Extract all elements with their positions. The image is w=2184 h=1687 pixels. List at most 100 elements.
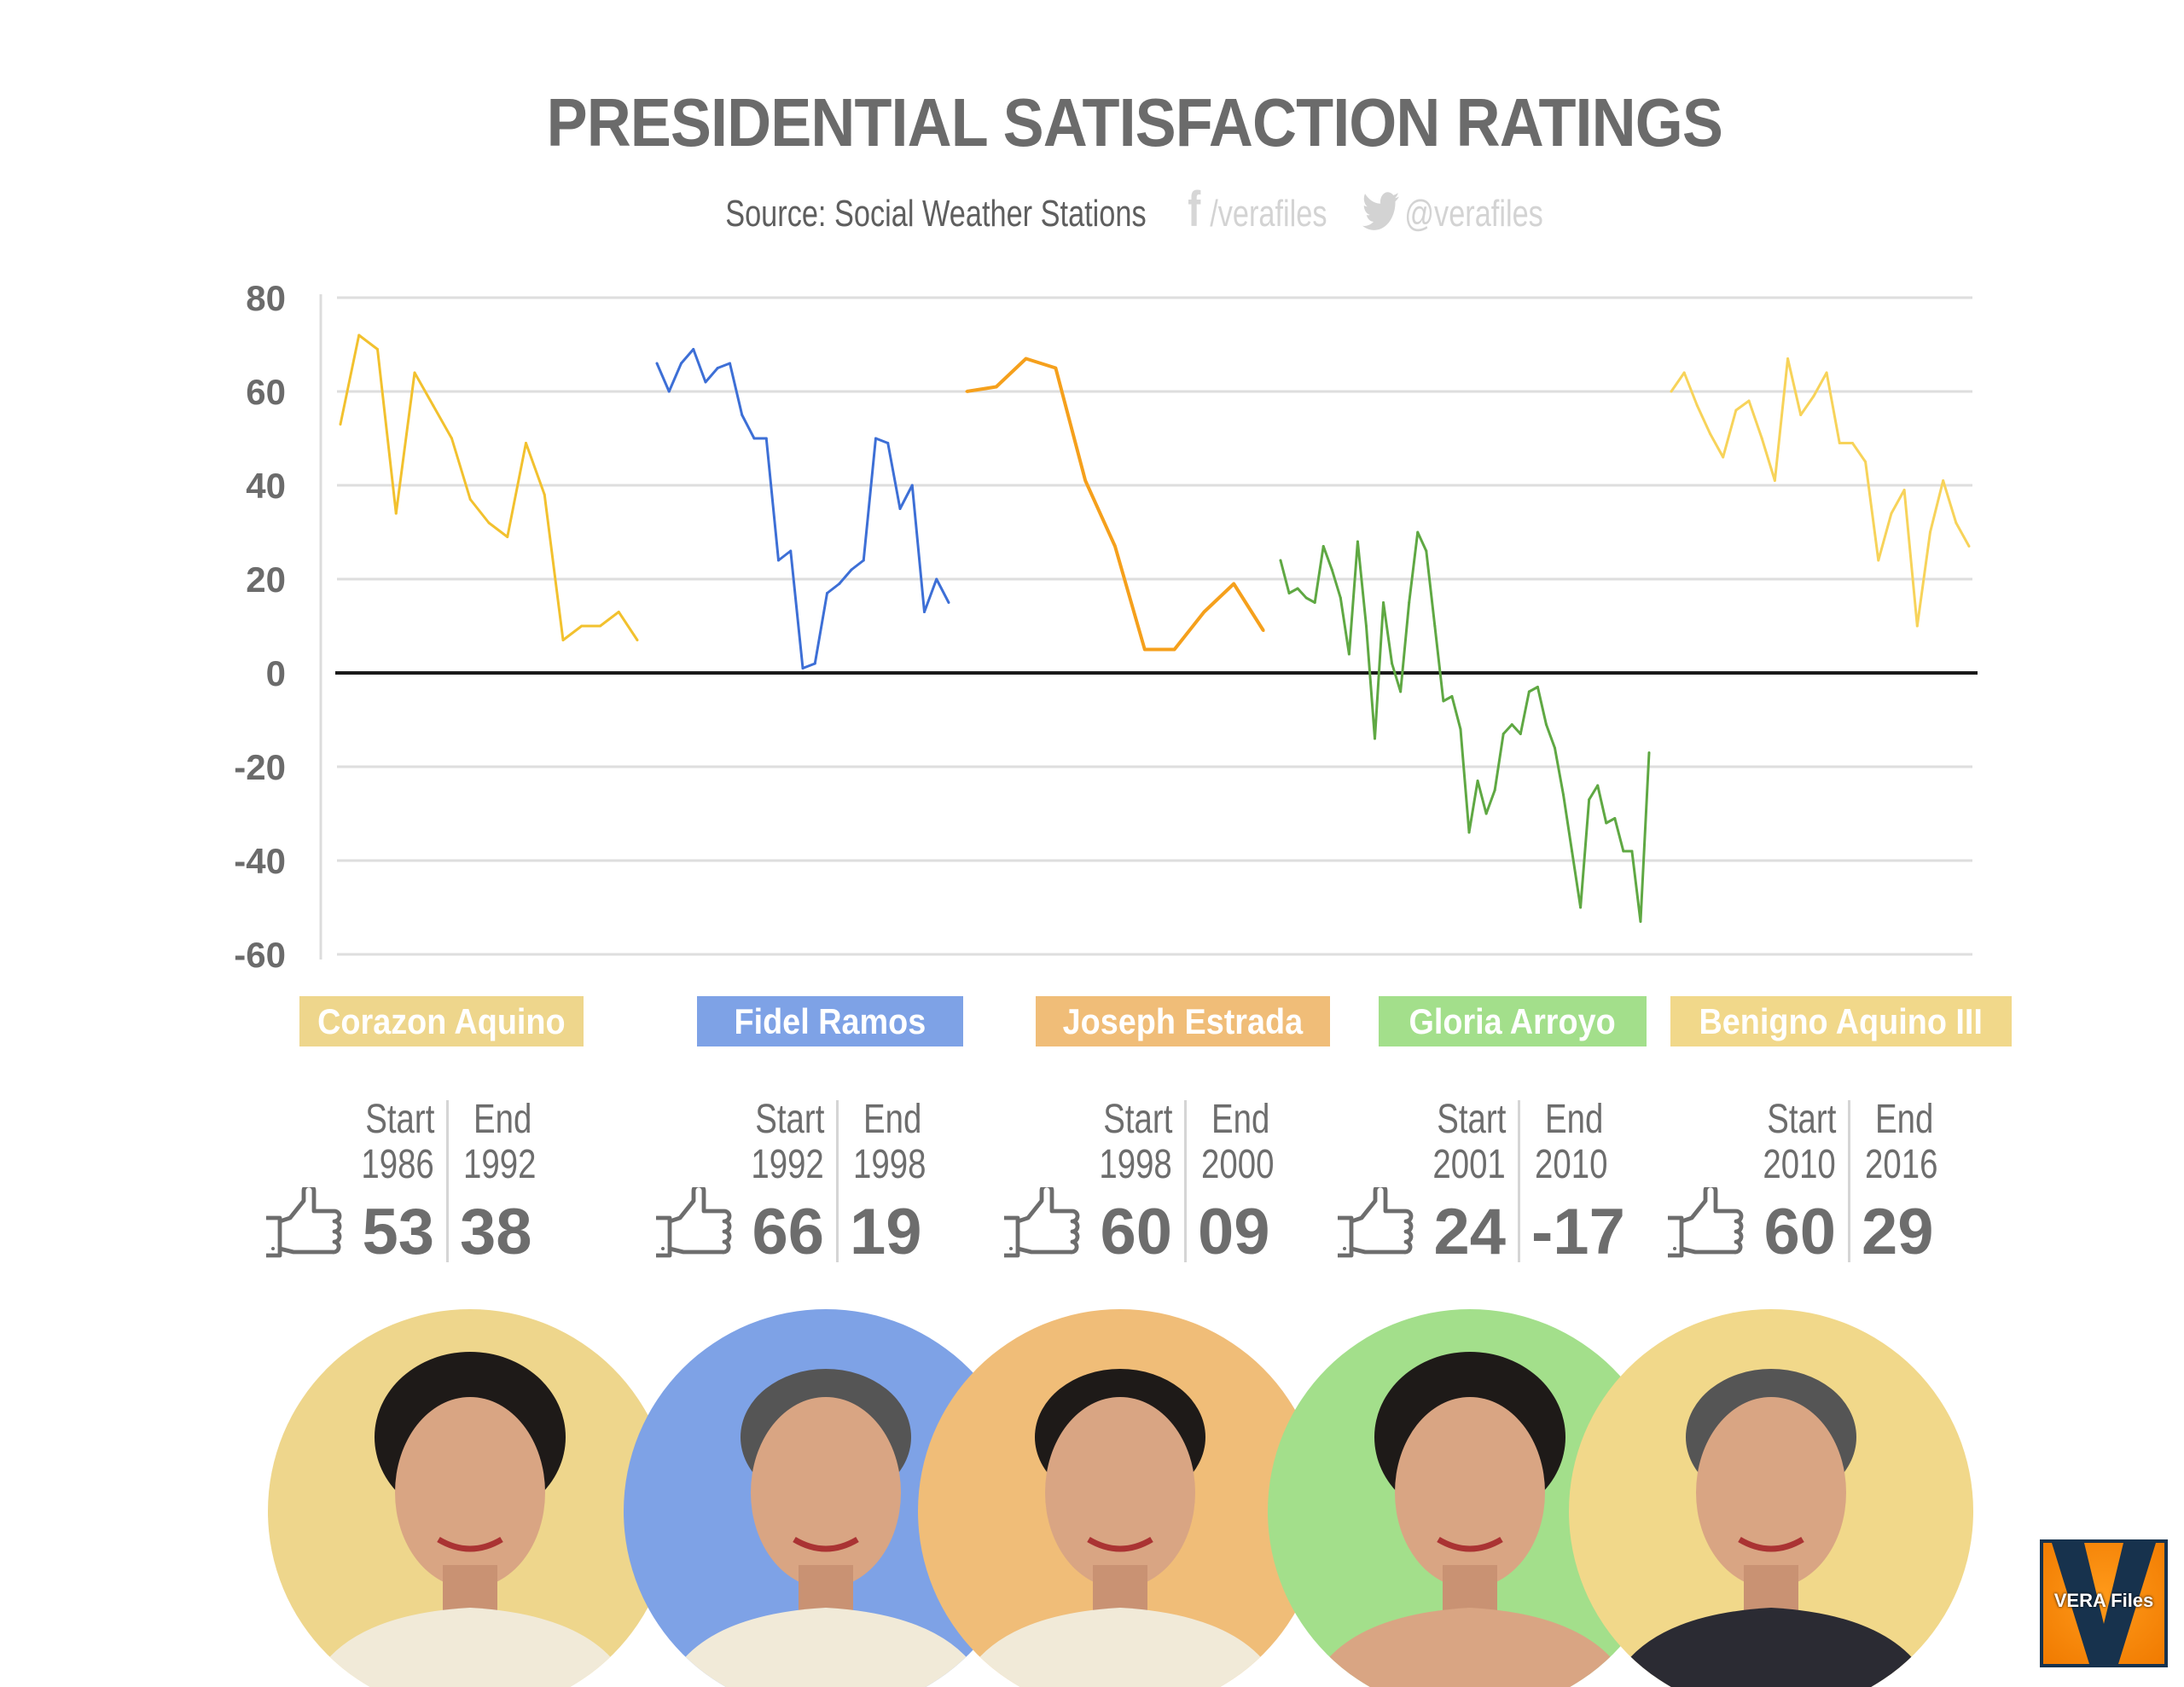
data-point — [692, 348, 695, 351]
data-point — [886, 442, 890, 444]
portrait-fidel-ramos — [624, 1309, 1028, 1687]
portrait-corazon-aquino — [268, 1309, 672, 1687]
data-point — [862, 559, 865, 562]
series-line — [1279, 530, 1651, 923]
end-year: 2000 — [1201, 1142, 1275, 1187]
data-point — [1416, 530, 1420, 534]
data-point — [1571, 849, 1574, 853]
data-point — [339, 423, 342, 426]
start-year: 2001 — [1432, 1142, 1506, 1187]
thumbs-up-icon — [653, 1183, 735, 1267]
source-row: Source: Social Weather Stations f/verafi… — [0, 181, 2184, 238]
data-point — [1391, 662, 1394, 665]
data-point — [1330, 568, 1333, 571]
data-point — [850, 568, 853, 571]
start-label: Start — [754, 1097, 824, 1142]
data-point — [1955, 521, 1958, 525]
data-point — [947, 601, 950, 604]
end-year: 1992 — [463, 1142, 537, 1187]
end-year: 2016 — [1865, 1142, 1938, 1187]
end-label: End — [863, 1097, 922, 1142]
data-point — [965, 390, 968, 393]
data-point — [1287, 592, 1291, 594]
data-point — [1734, 409, 1738, 412]
data-point — [506, 536, 509, 538]
data-point — [1467, 831, 1471, 834]
data-point — [801, 667, 804, 670]
portrait-joseph-estrada — [918, 1309, 1322, 1687]
portrait-silhouette — [665, 1369, 986, 1687]
data-point — [874, 437, 877, 440]
data-point — [357, 333, 361, 337]
data-point — [1630, 849, 1634, 853]
title-text: PRESIDENTIAL SATISFACTION RATINGS — [546, 84, 1723, 160]
y-tick-label: 80 — [246, 278, 286, 318]
data-point — [1747, 399, 1751, 403]
end-year: 2010 — [1535, 1142, 1608, 1187]
data-point — [813, 662, 816, 665]
data-point — [1510, 723, 1513, 726]
portrait-silhouette — [1310, 1352, 1630, 1687]
data-point — [432, 404, 435, 407]
data-point — [1374, 737, 1377, 740]
data-point — [995, 386, 998, 388]
start-rating: 60 — [1100, 1196, 1172, 1268]
data-point — [1877, 559, 1880, 562]
logo-v-mark — [2052, 1543, 2156, 1664]
data-point — [1450, 695, 1454, 698]
data-point — [1596, 784, 1600, 787]
data-point — [468, 498, 472, 501]
data-point — [1527, 690, 1531, 693]
data-point — [1864, 461, 1867, 463]
data-point — [1812, 395, 1815, 397]
data-point — [1915, 624, 1919, 628]
y-tick-label: -40 — [234, 841, 286, 881]
data-point — [1321, 545, 1325, 548]
data-point — [1262, 629, 1265, 632]
end-label: End — [473, 1097, 532, 1142]
data-point — [1364, 624, 1368, 628]
data-point — [1493, 789, 1496, 791]
data-point — [450, 437, 453, 440]
data-point — [1799, 414, 1803, 416]
data-point — [1304, 596, 1308, 600]
y-tick-label: 0 — [266, 653, 286, 693]
series-line — [655, 348, 950, 670]
data-point — [1928, 530, 1931, 534]
data-point — [1786, 357, 1790, 360]
data-point — [1296, 587, 1299, 590]
data-point — [561, 639, 565, 641]
end-year: 1998 — [853, 1142, 926, 1187]
y-tick-label: -20 — [234, 747, 286, 787]
data-point — [413, 371, 416, 374]
data-point — [1083, 479, 1087, 482]
thumbs-up-icon — [1664, 1183, 1746, 1267]
data-point — [1647, 751, 1651, 754]
data-point — [741, 414, 744, 416]
data-point — [1339, 596, 1342, 600]
series-line — [1670, 357, 1971, 628]
data-point — [1536, 686, 1539, 688]
data-point — [1382, 601, 1385, 604]
data-point — [1588, 798, 1591, 801]
series-benigno-aquino-iii — [1670, 357, 1971, 628]
data-point — [1562, 793, 1565, 797]
start-end-divider — [1848, 1100, 1850, 1262]
legend-label: Gloria Arroyo — [1409, 1001, 1617, 1041]
data-point — [667, 390, 671, 393]
data-point — [655, 362, 659, 365]
data-point — [1825, 371, 1828, 374]
start-end-divider — [1518, 1100, 1520, 1262]
data-point — [1347, 652, 1350, 656]
start-rating: 24 — [1433, 1196, 1506, 1268]
data-point — [1459, 728, 1462, 731]
start-end-divider — [446, 1100, 449, 1262]
page-title: PRESIDENTIAL SATISFACTION RATINGS — [0, 84, 2184, 162]
data-point — [1025, 357, 1028, 360]
data-point — [1850, 442, 1854, 444]
portrait-silhouette — [310, 1352, 630, 1687]
data-point — [923, 611, 926, 613]
portrait-silhouette — [1611, 1369, 1931, 1687]
data-point — [1605, 821, 1608, 825]
source-inner: Source: Social Weather Stations f/verafi… — [726, 181, 1544, 238]
